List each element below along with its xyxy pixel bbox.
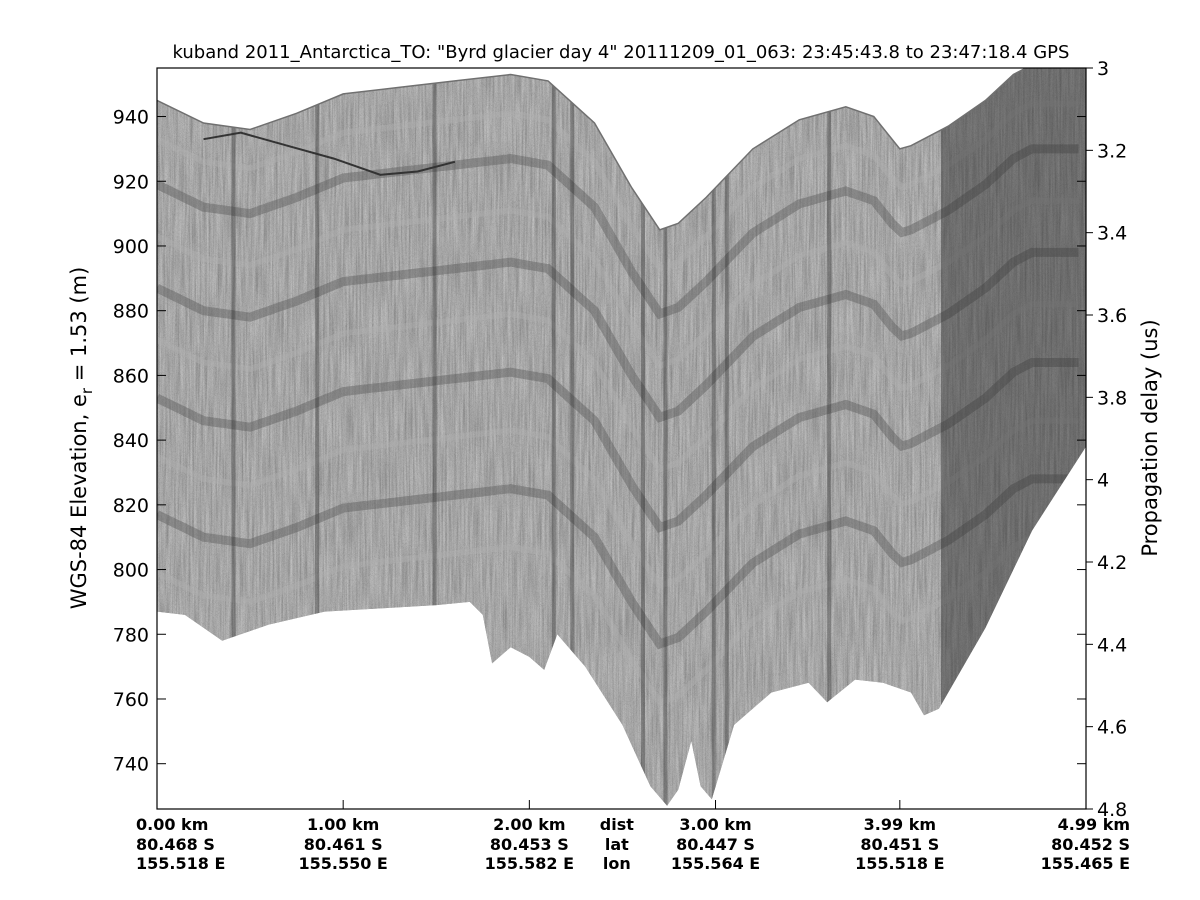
reflector-bands xyxy=(157,68,1079,806)
ice-surface-line xyxy=(157,68,1028,231)
x-tick-label: 0.00 km xyxy=(136,815,208,834)
plot-frame xyxy=(156,67,1087,810)
y-axis-label: WGS-84 Elevation, er = 1.53 (m) xyxy=(67,267,96,610)
vertical-stripe xyxy=(570,68,575,806)
y2-tick-label: 3.6 xyxy=(1097,305,1127,327)
reflector-band xyxy=(157,474,1079,650)
x-row-label: lat xyxy=(605,835,629,854)
x-tick-label: 80.451 S xyxy=(860,835,939,854)
y-tick-label: 820 xyxy=(113,495,149,517)
x-tick-label: 80.453 S xyxy=(490,835,569,854)
y2-tick-label: 4.8 xyxy=(1097,799,1127,821)
vertical-stripe xyxy=(827,68,832,806)
x-tick-label: 3.00 km xyxy=(679,815,751,834)
y2-tick-label: 3.2 xyxy=(1097,140,1127,162)
reflector-band xyxy=(157,534,1079,706)
vertical-stripe xyxy=(551,68,556,806)
reflector-band xyxy=(157,301,1079,473)
x-row-label: dist xyxy=(600,815,634,834)
y2-tick-label: 4.2 xyxy=(1097,552,1127,574)
x-row-label: lon xyxy=(603,854,631,873)
x-tick-label: 80.461 S xyxy=(304,835,383,854)
reflector-band xyxy=(157,144,1079,320)
chart-title: kuband 2011_Antarctica_TO: "Byrd glacier… xyxy=(173,42,1070,63)
vertical-stripe xyxy=(231,68,236,806)
reflector-band xyxy=(157,417,1079,590)
left-y-axis-ticks: 940 920 900 880 860 840 820 800 780 760 740 xyxy=(113,107,1086,776)
x-tick-label: 2.00 km xyxy=(493,815,565,834)
y2-tick-label: 4.4 xyxy=(1097,634,1127,656)
x-tick-label: 80.452 S xyxy=(1051,835,1130,854)
y-tick-label: 840 xyxy=(113,430,149,452)
y2-tick-label: 3.8 xyxy=(1097,387,1127,409)
x-tick-label: 155.465 E xyxy=(1041,854,1130,873)
x-tick-label: 155.518 E xyxy=(855,854,944,873)
y2-tick-label: 4.6 xyxy=(1097,717,1127,739)
vertical-stripe xyxy=(315,68,320,806)
y-tick-label: 780 xyxy=(113,624,149,646)
vertical-stripe xyxy=(663,68,668,806)
y2-tick-label: 4 xyxy=(1097,470,1109,492)
vertical-stripe xyxy=(432,68,437,806)
y-tick-label: 800 xyxy=(113,560,149,582)
reflector-band xyxy=(157,247,1079,423)
y-tick-label: 900 xyxy=(113,236,149,258)
x-tick-label: 155.582 E xyxy=(485,854,574,873)
y2-tick-label: 3 xyxy=(1097,58,1109,80)
x-tick-label: 4.99 km xyxy=(1058,815,1130,834)
x-tick-label: 1.00 km xyxy=(307,815,379,834)
vertical-stripe xyxy=(711,68,716,806)
y2-tick-label: 3.4 xyxy=(1097,223,1127,245)
x-tick-label: 3.99 km xyxy=(864,815,936,834)
x-tick-label: 80.468 S xyxy=(136,835,215,854)
reflector-band xyxy=(157,358,1079,533)
vertical-stripe xyxy=(641,68,645,806)
x-tick-label: 80.447 S xyxy=(676,835,755,854)
y-tick-label: 740 xyxy=(113,754,149,776)
vertical-stripe xyxy=(724,68,729,806)
y-tick-label: 880 xyxy=(113,301,149,323)
reflector-band xyxy=(157,197,1079,370)
internal-layer-line xyxy=(203,131,456,176)
ice-radargram xyxy=(157,68,1086,806)
y-tick-label: 860 xyxy=(113,365,149,387)
reflector-band xyxy=(157,100,1079,273)
y-tick-label: 920 xyxy=(113,171,149,193)
x-tick-label: 155.518 E xyxy=(136,854,225,873)
y-tick-label: 940 xyxy=(113,107,149,129)
y2-axis-label: Propagation delay (us) xyxy=(1138,319,1162,556)
right-y-axis-ticks: 3 3.2 3.4 3.6 3.8 4 4.2 4.4 4.6 4.8 xyxy=(1086,58,1127,821)
y-tick-label: 760 xyxy=(113,689,149,711)
x-tick-label: 155.564 E xyxy=(671,854,760,873)
x-tick-label: 155.550 E xyxy=(298,854,387,873)
right-dark-section xyxy=(941,68,1086,806)
